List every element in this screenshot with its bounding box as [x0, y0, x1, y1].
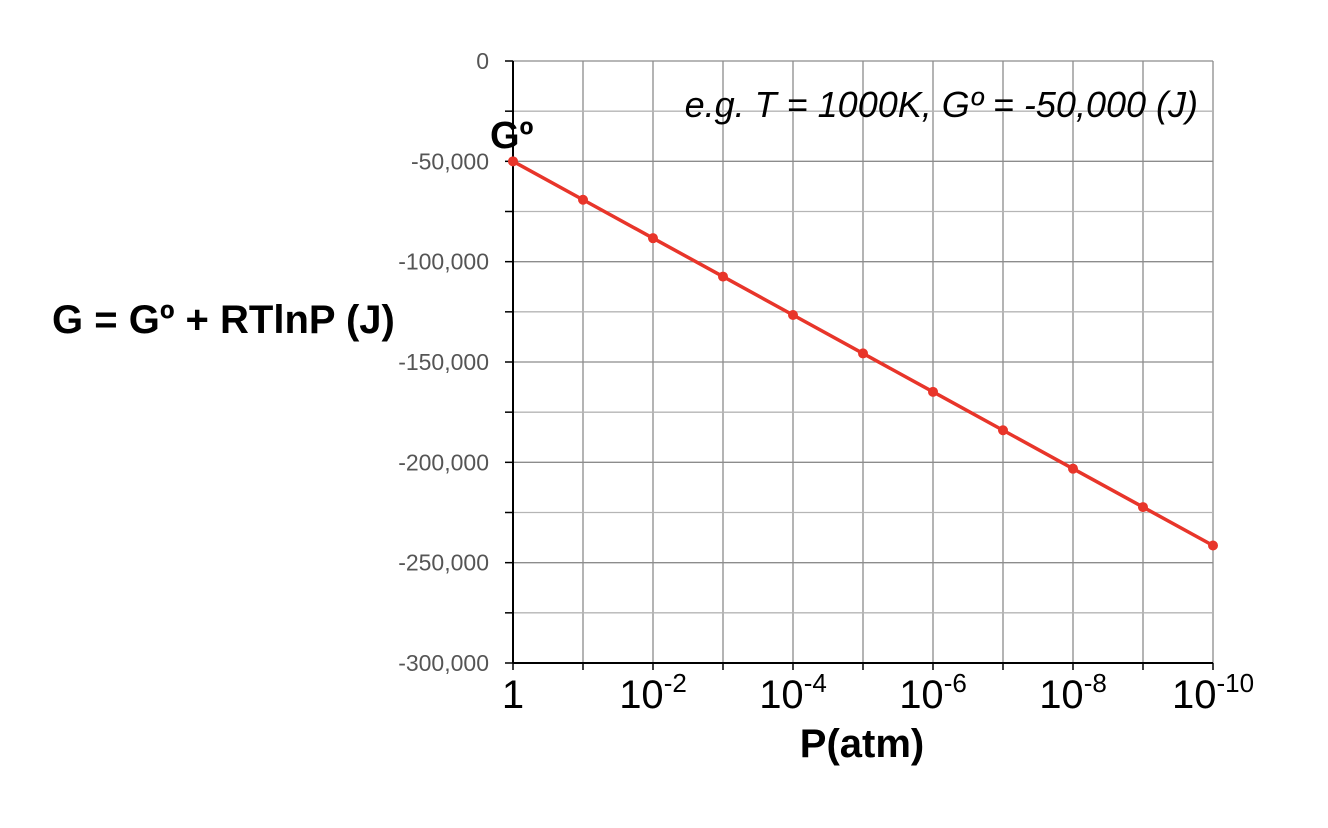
- y-tick-label: -100,000: [398, 249, 489, 275]
- chart-annotation: e.g. T = 1000K, Gº = -50,000 (J): [685, 84, 1198, 125]
- grid: [513, 60, 1214, 664]
- x-tick-label: 10-2: [619, 668, 687, 717]
- data-point: [858, 348, 868, 359]
- x-tick-label: 1: [502, 673, 524, 717]
- axes: [505, 60, 1214, 670]
- series-layer: [508, 156, 1218, 551]
- data-point: [1138, 502, 1148, 513]
- y-tick-label: -200,000: [398, 449, 489, 475]
- point-label: Gº: [490, 115, 534, 157]
- data-point: [718, 271, 728, 282]
- y-tick-label: -250,000: [398, 550, 489, 576]
- x-tick-label: 10-10: [1172, 668, 1254, 717]
- y-tick-label: -50,000: [411, 148, 489, 174]
- x-tick-labels: 1 10-2 10-4 10-6 10-8 10-10: [502, 668, 1254, 717]
- data-point: [788, 310, 798, 321]
- data-point: [1068, 463, 1078, 474]
- data-point: [578, 194, 588, 205]
- data-point: [928, 386, 938, 397]
- y-tick-labels: 0 -50,000 -100,000 -150,000 -200,000 -250,000…: [398, 48, 489, 676]
- y-tick-label: 0: [476, 48, 489, 74]
- x-tick-label: 10-6: [899, 668, 967, 717]
- data-point: [508, 156, 518, 167]
- y-axis-label: G = Gº + RTlnP (J): [52, 298, 395, 342]
- y-tick-label: -300,000: [398, 650, 489, 676]
- data-point: [1208, 540, 1218, 551]
- x-tick-label: 10-8: [1039, 668, 1107, 717]
- y-tick-label: -150,000: [398, 349, 489, 375]
- data-point: [998, 425, 1008, 436]
- data-point: [648, 233, 658, 244]
- x-axis-label: P(atm): [800, 722, 924, 766]
- x-tick-label: 10-4: [759, 668, 827, 717]
